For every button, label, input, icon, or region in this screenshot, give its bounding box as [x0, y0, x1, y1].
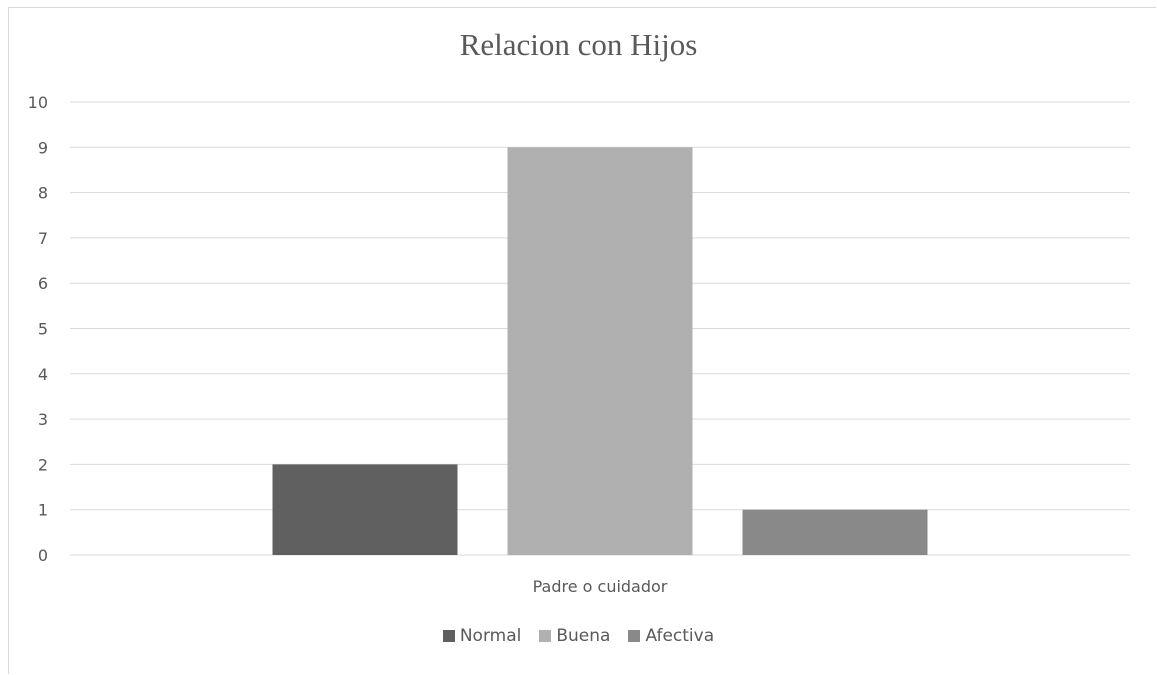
legend-label: Afectiva — [645, 626, 715, 646]
y-tick-label: 7 — [38, 229, 48, 248]
legend-item-afectiva: Afectiva — [628, 626, 714, 646]
legend-swatch — [442, 630, 455, 642]
chart-frame — [8, 7, 1156, 674]
y-tick-label: 0 — [38, 546, 48, 565]
chart-title: Relacion con Hijos — [459, 27, 698, 62]
y-tick-label: 1 — [38, 501, 48, 520]
y-tick-label: 10 — [28, 93, 48, 112]
legend-swatch — [628, 630, 641, 642]
y-tick-label: 5 — [38, 320, 48, 339]
y-tick-label: 8 — [38, 184, 48, 203]
x-category-label: Padre o cuidador — [533, 577, 668, 596]
bar-afectiva — [742, 509, 928, 555]
legend-item-normal: Normal — [442, 626, 522, 646]
chart-legend: Normal Buena Afectiva — [0, 626, 1157, 646]
y-tick-label: 2 — [38, 455, 48, 474]
legend-swatch — [539, 630, 552, 642]
legend-label: Normal — [459, 626, 522, 646]
bar-normal — [272, 464, 458, 555]
y-tick-label: 4 — [38, 365, 48, 384]
legend-item-buena: Buena — [539, 626, 610, 646]
y-tick-label: 9 — [38, 138, 48, 157]
y-tick-label: 3 — [38, 410, 48, 429]
bar-buena — [507, 147, 693, 556]
y-tick-label: 6 — [38, 274, 48, 293]
legend-label: Buena — [556, 626, 611, 646]
